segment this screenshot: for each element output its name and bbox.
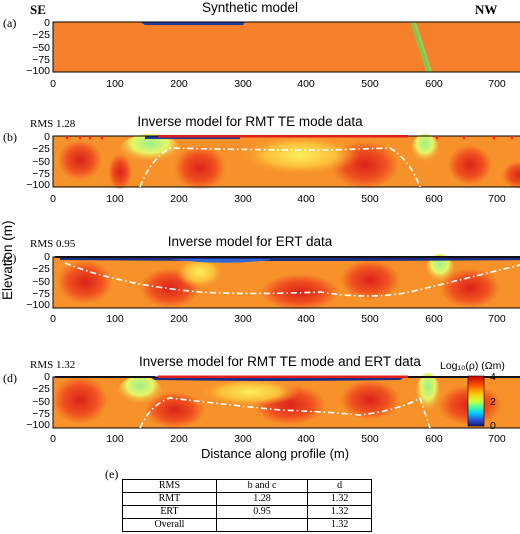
y-tick: −100 xyxy=(26,299,50,311)
rms-table: RMS b and c d RMT 1.28 1.32 ERT 0.95 1.3… xyxy=(122,479,372,532)
table-cell: 1.32 xyxy=(307,505,372,519)
y-tick: 0 xyxy=(44,17,50,29)
panel-d-plot xyxy=(52,373,520,429)
x-tick: 600 xyxy=(425,78,443,90)
colorbar-tick: 2 xyxy=(490,396,496,408)
x-tick: 100 xyxy=(106,193,124,205)
x-tick: 200 xyxy=(170,313,188,325)
x-tick: 600 xyxy=(425,313,443,325)
colorbar-tick: 0 xyxy=(490,420,496,432)
x-tick: 500 xyxy=(361,433,379,445)
y-tick: −100 xyxy=(26,65,50,77)
panel-d-label: (d) xyxy=(3,371,17,385)
table-header-cell: d xyxy=(307,479,372,493)
y-tick: −50 xyxy=(32,42,50,54)
x-tick: 400 xyxy=(297,313,315,325)
x-tick: 700 xyxy=(488,433,506,445)
x-tick: 400 xyxy=(297,193,315,205)
table-cell: 1.32 xyxy=(307,492,372,506)
x-tick: 300 xyxy=(234,78,252,90)
y-tick: −75 xyxy=(32,168,50,180)
y-tick: −50 xyxy=(32,396,50,408)
panel-d-rms: RMS 1.32 xyxy=(30,359,76,371)
colorbar-label: Log₁₀(ρ) (Ωm) xyxy=(440,360,505,372)
y-tick: −75 xyxy=(32,408,50,420)
y-tick: 0 xyxy=(44,371,50,383)
panel-c-label: (c) xyxy=(3,251,17,265)
table-cell: RMT xyxy=(122,492,217,506)
table-header-cell: b and c xyxy=(215,479,309,493)
table-cell: 0.95 xyxy=(215,505,309,519)
table-cell: 1.28 xyxy=(215,492,309,506)
x-tick: 500 xyxy=(361,78,379,90)
x-tick: 0 xyxy=(50,433,56,445)
colorbar xyxy=(467,375,485,427)
y-tick: −25 xyxy=(32,143,50,155)
x-tick: 400 xyxy=(297,78,315,90)
table-header-row: RMS b and c d xyxy=(122,479,372,493)
y-tick: −100 xyxy=(26,179,50,191)
x-tick: 400 xyxy=(297,433,315,445)
x-tick: 700 xyxy=(488,78,506,90)
colorbar-tick: 4 xyxy=(490,371,496,383)
panel-c-plot xyxy=(52,254,520,310)
x-tick: 300 xyxy=(234,433,252,445)
panel-b-plot xyxy=(52,134,520,190)
y-tick: −25 xyxy=(32,263,50,275)
panel-e-label: (e) xyxy=(105,467,119,481)
table-cell xyxy=(215,518,309,532)
x-tick: 700 xyxy=(488,193,506,205)
y-tick: 0 xyxy=(44,131,50,143)
table-row: Overall 1.32 xyxy=(122,518,372,532)
table-row: ERT 0.95 1.32 xyxy=(122,505,372,519)
panel-b-title: Inverse model for RMT TE mode data xyxy=(137,114,363,129)
x-tick: 600 xyxy=(425,193,443,205)
x-tick: 100 xyxy=(106,433,124,445)
direction-label-nw: NW xyxy=(475,2,498,17)
table-header-cell: RMS xyxy=(122,479,217,493)
x-tick: 200 xyxy=(170,433,188,445)
x-tick: 500 xyxy=(361,193,379,205)
panel-b-label: (b) xyxy=(3,130,17,144)
table-row: RMT 1.28 1.32 xyxy=(122,492,372,506)
y-tick: −100 xyxy=(26,419,50,431)
x-tick: 300 xyxy=(234,193,252,205)
x-axis-title: Distance along profile (m) xyxy=(200,446,350,461)
y-tick: −25 xyxy=(32,383,50,395)
panel-c-title: Inverse model for ERT data xyxy=(167,234,333,249)
x-tick: 0 xyxy=(50,78,56,90)
y-tick: −50 xyxy=(32,156,50,168)
panel-c-rms: RMS 0.95 xyxy=(30,238,76,250)
y-tick: −50 xyxy=(32,276,50,288)
panel-d-title: Inverse model for RMT TE mode and ERT da… xyxy=(139,354,421,369)
x-tick: 100 xyxy=(106,78,124,90)
table-cell: ERT xyxy=(122,505,217,519)
y-tick: 0 xyxy=(44,251,50,263)
panel-b-rms: RMS 1.28 xyxy=(30,118,76,130)
x-tick: 0 xyxy=(50,313,56,325)
y-tick: −25 xyxy=(32,29,50,41)
y-tick: −75 xyxy=(32,288,50,300)
panel-a-label: (a) xyxy=(3,16,17,30)
x-tick: 700 xyxy=(488,313,506,325)
x-tick: 200 xyxy=(170,78,188,90)
x-tick: 200 xyxy=(170,193,188,205)
panel-a-plot xyxy=(52,21,520,73)
x-tick: 0 xyxy=(50,193,56,205)
y-tick: −75 xyxy=(32,54,50,66)
x-tick: 600 xyxy=(425,433,443,445)
x-tick: 500 xyxy=(361,313,379,325)
table-cell: 1.32 xyxy=(307,518,372,532)
direction-label-se: SE xyxy=(30,2,46,17)
x-tick: 100 xyxy=(106,313,124,325)
panel-a-title: Synthetic model xyxy=(201,0,299,15)
x-tick: 300 xyxy=(234,313,252,325)
table-cell: Overall xyxy=(122,518,217,532)
